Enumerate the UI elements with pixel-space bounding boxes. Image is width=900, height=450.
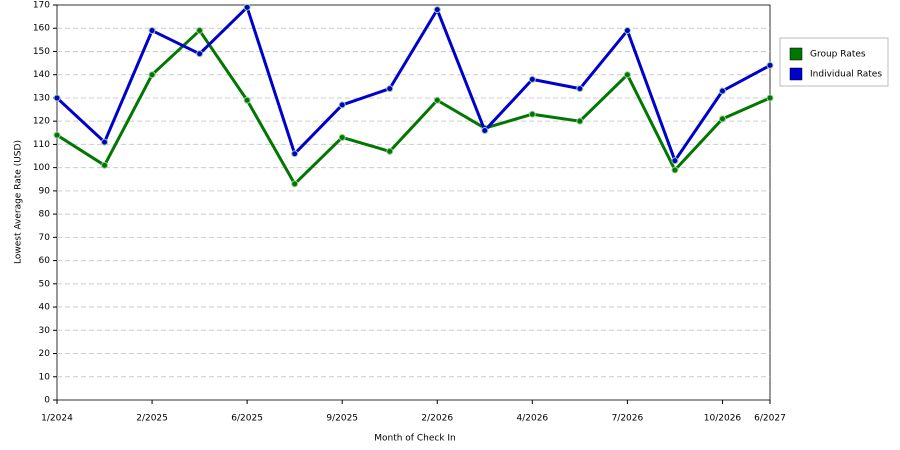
legend-label: Individual Rates [810,70,882,80]
data-point [671,166,679,174]
y-tick-label: 20 [39,349,51,359]
data-point [481,126,489,134]
data-point [338,133,346,141]
x-tick-label: 7/2026 [612,414,644,424]
x-axis-label: Month of Check In [374,434,456,444]
data-point [196,50,204,58]
x-tick-label: 2/2025 [136,414,168,424]
y-axis-label: Lowest Average Rate (USD) [14,140,24,264]
y-tick-label: 60 [39,256,51,266]
x-tick-label: 4/2026 [516,414,548,424]
data-point [148,71,156,79]
y-tick-label: 50 [39,279,51,289]
data-point [101,138,109,146]
x-tick-label: 9/2025 [326,414,358,424]
data-point [576,85,584,93]
data-point [576,117,584,125]
y-tick-label: 140 [33,70,50,80]
data-point [766,94,774,102]
data-point [291,180,299,188]
y-tick-label: 90 [39,186,51,196]
data-point [101,161,109,169]
series-line [56,29,771,186]
x-tick-label: 6/2025 [231,414,263,424]
data-point [196,27,204,35]
x-tick-label: 2/2026 [421,414,453,424]
legend-swatch [789,47,803,61]
data-point [291,150,299,158]
data-point [718,87,726,95]
y-tick-label: 40 [39,303,51,313]
legend-label: Group Rates [810,50,866,60]
data-point [623,71,631,79]
data-point [386,85,394,93]
y-tick-label: 170 [33,1,50,11]
data-point [53,131,61,139]
data-point [433,96,441,104]
y-tick-label: 80 [39,210,51,220]
data-point [623,27,631,35]
data-point [433,6,441,14]
y-tick-label: 130 [33,93,50,103]
data-point [718,115,726,123]
y-tick-label: 10 [39,372,51,382]
data-point [243,3,251,11]
data-point [528,110,536,118]
data-point [671,157,679,165]
x-tick-label: 6/2027 [754,414,786,424]
series-line [55,5,771,163]
y-tick-label: 70 [39,233,51,243]
data-point [338,101,346,109]
y-tick-label: 150 [33,47,50,57]
y-tick-label: 0 [44,396,50,406]
data-point [766,61,774,69]
y-tick-label: 30 [39,326,51,336]
data-point [528,75,536,83]
x-tick-label: 1/2024 [41,414,73,424]
data-point [243,96,251,104]
plot-area [56,4,771,401]
data-point [386,147,394,155]
legend-swatch [789,67,803,81]
y-tick-label: 120 [33,117,50,127]
y-tick-label: 160 [33,24,50,34]
data-point [148,27,156,35]
y-tick-label: 110 [33,140,50,150]
data-point [53,94,61,102]
x-tick-label: 10/2026 [704,414,742,424]
y-tick-label: 100 [33,163,50,173]
